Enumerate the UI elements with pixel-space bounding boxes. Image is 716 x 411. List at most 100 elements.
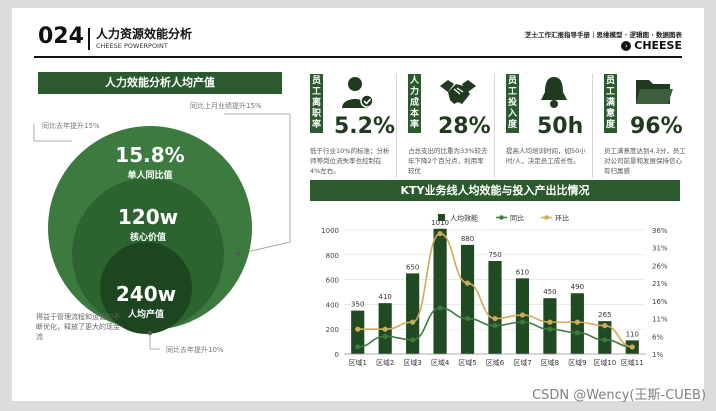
bar-value-label: 410 bbox=[378, 293, 391, 301]
x-tick-label: 区域4 bbox=[431, 358, 450, 367]
series-point bbox=[410, 337, 416, 343]
y2-tick-label: 21% bbox=[652, 280, 668, 288]
bar bbox=[433, 228, 447, 354]
y-tick-label: 400 bbox=[326, 301, 339, 309]
circle-value-1: 15.8% bbox=[115, 143, 185, 167]
y2-tick-label: 11% bbox=[652, 316, 668, 324]
series-point bbox=[355, 344, 361, 350]
series-point bbox=[382, 326, 388, 332]
header-number: 024 bbox=[38, 24, 84, 49]
inner-circle bbox=[100, 242, 192, 334]
legend-swatch bbox=[438, 214, 445, 221]
x-tick-label: 区域6 bbox=[486, 358, 505, 367]
series-point bbox=[410, 319, 416, 325]
handshake-icon bbox=[440, 80, 476, 104]
series-point bbox=[437, 305, 443, 311]
bar-value-label: 880 bbox=[461, 235, 474, 243]
series-point bbox=[574, 330, 580, 336]
chart-title: KTY业务线人均效能与投入产出比情况 bbox=[310, 180, 680, 201]
x-tick-label: 区域2 bbox=[376, 358, 394, 367]
y2-tick-label: 26% bbox=[652, 262, 668, 270]
x-tick-label: 区域3 bbox=[403, 358, 421, 367]
kpi-4-desc: 员工满意度达到4.3分，员工对公司前景和发展保持信心有归属感 bbox=[604, 147, 686, 175]
kpi-2-desc: 占总支出的比重为33%较去年下降2个百分点，利用率较优 bbox=[408, 147, 488, 175]
bar-value-label: 750 bbox=[488, 251, 501, 259]
legend-label: 人均效能 bbox=[450, 214, 478, 223]
header-right-top: 芝士工作汇报指导手册｜思维模型 · 逻辑图 · 数据图表 bbox=[525, 31, 682, 39]
bar-value-label: 350 bbox=[351, 301, 364, 309]
y-tick-label: 200 bbox=[326, 326, 339, 334]
series-point bbox=[547, 326, 553, 332]
y-tick-label: 0 bbox=[335, 351, 339, 359]
bar-value-label: 490 bbox=[571, 283, 584, 291]
note-top-left: 同比去年提升15% bbox=[42, 122, 100, 130]
y2-tick-label: 36% bbox=[652, 227, 668, 235]
bar-value-label: 610 bbox=[516, 268, 529, 276]
series-point bbox=[629, 344, 635, 350]
series-point bbox=[382, 333, 388, 339]
kpi-1-value: 5.2% bbox=[334, 114, 396, 139]
kpi-separator-1 bbox=[396, 74, 397, 178]
bar-value-label: 1010 bbox=[431, 219, 449, 227]
legend-swatch bbox=[544, 215, 549, 220]
circle-label-2: 核心价值 bbox=[129, 233, 166, 243]
y2-tick-label: 16% bbox=[652, 298, 668, 306]
chart: 0 200 400 600 800 1000 1% 6% 11% 16% 21% 26% 31% 36% 3… bbox=[321, 214, 668, 368]
note-top-right: 同比上月业绩提升15% bbox=[190, 102, 262, 110]
series-point bbox=[602, 337, 608, 343]
series-line bbox=[357, 232, 633, 348]
note-bottom-left: 得益于管理流程和运营的不断优化，释放了更大的现金流 bbox=[36, 313, 120, 341]
x-tick-label: 区域8 bbox=[541, 358, 559, 367]
bar-value-label: 110 bbox=[626, 330, 639, 338]
x-tick-label: 区域7 bbox=[513, 358, 531, 367]
kpi-1-desc: 低于行业10%的标准；分析师等岗位流失率也控制在4%左右。 bbox=[310, 147, 390, 175]
bar bbox=[543, 298, 557, 354]
leader-line-top-left bbox=[33, 124, 72, 142]
brand-name: CHEESE bbox=[634, 39, 682, 52]
bar bbox=[460, 244, 475, 354]
kpi-2-value: 28% bbox=[438, 114, 491, 139]
series-point bbox=[437, 230, 443, 237]
y-tick-label: 1000 bbox=[321, 227, 339, 235]
bar bbox=[488, 261, 502, 354]
series-point bbox=[355, 326, 361, 332]
kpi-separator-2 bbox=[494, 74, 495, 178]
series-point bbox=[519, 312, 526, 318]
circle-label-1: 单人同比值 bbox=[127, 171, 173, 181]
y-tick-label: 600 bbox=[326, 277, 339, 285]
y2-tick-label: 6% bbox=[652, 333, 663, 341]
bar bbox=[351, 310, 365, 354]
kpi-1-label: 员工离职率 bbox=[310, 74, 323, 133]
bar-value-label: 265 bbox=[598, 311, 611, 319]
y-tick-label: 800 bbox=[326, 252, 339, 260]
x-tick-label: 区域11 bbox=[621, 358, 644, 367]
kpi-4-value: 96% bbox=[630, 114, 683, 139]
series-point bbox=[602, 323, 608, 329]
bell-icon bbox=[541, 77, 567, 108]
leader-line-top-right bbox=[224, 113, 291, 255]
y2-tick-label: 31% bbox=[652, 245, 668, 253]
series-point bbox=[464, 315, 471, 322]
circle-value-3: 240w bbox=[115, 282, 177, 306]
series-point bbox=[464, 280, 471, 286]
x-tick-label: 区域10 bbox=[593, 358, 616, 367]
left-section-title: 人力效能分析人均产值 bbox=[38, 72, 282, 94]
note-bottom-right: 同比去年提升10% bbox=[166, 346, 224, 354]
watermark: CSDN @Wency(王斯-CUEB) bbox=[532, 388, 706, 403]
user-check-icon bbox=[342, 77, 374, 108]
series-point bbox=[574, 319, 580, 325]
header-divider bbox=[88, 28, 90, 50]
circle-label-3: 人均产值 bbox=[127, 310, 164, 320]
x-tick-label: 区域5 bbox=[458, 358, 476, 367]
kpi-separator-3 bbox=[592, 74, 593, 178]
series-point bbox=[492, 323, 498, 329]
leader-dot-right bbox=[236, 252, 240, 256]
y2-tick-label: 1% bbox=[652, 351, 663, 359]
kpi-3-label: 员工投入度 bbox=[506, 74, 519, 133]
bar-value-label: 650 bbox=[406, 263, 419, 271]
legend-label: 环比 bbox=[555, 214, 569, 223]
kpi-3-desc: 提高人均培训时间，如50小时/人，决定员工成长性。 bbox=[506, 147, 586, 165]
brand: › CHEESE bbox=[621, 39, 682, 52]
folder-icon bbox=[636, 80, 673, 104]
x-tick-label: 区域1 bbox=[348, 358, 366, 367]
